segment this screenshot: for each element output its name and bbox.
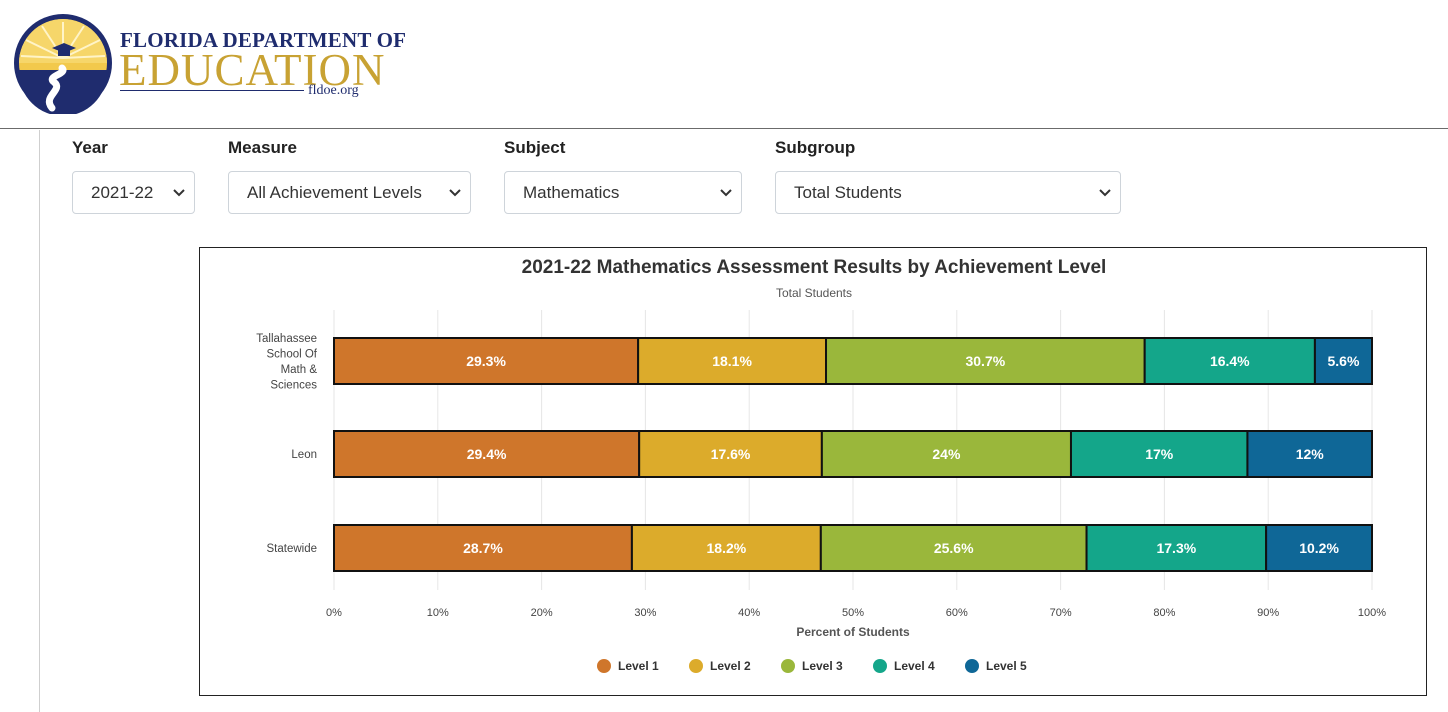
subject-select[interactable]: Mathematics bbox=[504, 171, 742, 214]
x-tick-label: 60% bbox=[946, 607, 968, 619]
fldoe-seal-icon bbox=[14, 14, 112, 114]
site-header: FLORIDA DEPARTMENT OF EDUCATION fldoe.or… bbox=[0, 0, 1448, 129]
chevron-down-icon bbox=[1099, 189, 1111, 197]
bar-segment[interactable] bbox=[819, 524, 1088, 572]
legend-marker[interactable] bbox=[781, 659, 795, 673]
legend-label[interactable]: Level 1 bbox=[618, 659, 659, 673]
subject-label: Subject bbox=[504, 138, 566, 157]
x-axis-label: Percent of Students bbox=[796, 625, 910, 639]
data-label: 29.4% bbox=[467, 446, 507, 462]
data-label: 24% bbox=[932, 446, 961, 462]
x-tick-label: 50% bbox=[842, 607, 864, 619]
data-label: 18.2% bbox=[707, 540, 747, 556]
bar-segment[interactable] bbox=[1246, 430, 1373, 478]
bar-segment[interactable] bbox=[1085, 524, 1268, 572]
data-label: 18.1% bbox=[712, 353, 752, 369]
content-left-rule bbox=[39, 130, 40, 712]
x-tick-label: 70% bbox=[1050, 607, 1072, 619]
y-category-label-line: Statewide bbox=[266, 543, 317, 555]
chart-title: 2021-22 Mathematics Assessment Results b… bbox=[521, 257, 1107, 278]
y-category-label-line: School Of bbox=[267, 348, 318, 360]
chart-subtitle: Total Students bbox=[775, 286, 853, 300]
legend-marker[interactable] bbox=[597, 659, 611, 673]
y-category-label-line: Math & bbox=[281, 364, 318, 376]
x-tick-label: 10% bbox=[427, 607, 449, 619]
data-label: 25.6% bbox=[934, 540, 974, 556]
data-label: 12% bbox=[1296, 446, 1325, 462]
x-tick-label: 20% bbox=[531, 607, 553, 619]
bar-segment[interactable] bbox=[637, 337, 828, 385]
y-category-label: Tallahassee School Of Math & Sciences bbox=[256, 333, 318, 392]
chevron-down-icon bbox=[720, 189, 732, 197]
legend-marker[interactable] bbox=[689, 659, 703, 673]
subgroup-select[interactable]: Total Students bbox=[775, 171, 1121, 214]
subgroup-label: Subgroup bbox=[775, 138, 856, 157]
bar-segment[interactable] bbox=[630, 524, 822, 572]
logo-education: EDUCATION bbox=[119, 45, 386, 95]
subject-select-value: Mathematics bbox=[523, 183, 620, 202]
x-tick-label: 40% bbox=[738, 607, 760, 619]
y-category-label-line: Leon bbox=[291, 449, 317, 461]
legend-label[interactable]: Level 2 bbox=[710, 659, 751, 673]
bar-segment[interactable] bbox=[825, 337, 1146, 385]
chart-container: 2021-22 Mathematics Assessment Results b… bbox=[199, 247, 1427, 696]
bar-segment[interactable] bbox=[1265, 524, 1374, 572]
bar-segment[interactable] bbox=[1143, 337, 1316, 385]
chevron-down-icon bbox=[173, 189, 185, 197]
data-label: 10.2% bbox=[1299, 540, 1339, 556]
data-label: 17.6% bbox=[711, 446, 751, 462]
data-label: 17.3% bbox=[1156, 540, 1196, 556]
bar-segment[interactable] bbox=[333, 337, 640, 385]
fldoe-logo[interactable]: FLORIDA DEPARTMENT OF EDUCATION fldoe.or… bbox=[12, 10, 406, 116]
y-category-label-line: Tallahassee bbox=[256, 333, 317, 345]
subgroup-select-value: Total Students bbox=[794, 183, 902, 202]
x-tick-label: 100% bbox=[1358, 607, 1386, 619]
y-category-label: Statewide bbox=[266, 543, 317, 555]
bar-segment[interactable] bbox=[1313, 337, 1374, 385]
bar-segment[interactable] bbox=[820, 430, 1072, 478]
year-select[interactable]: 2021-22 bbox=[72, 171, 195, 214]
data-label: 16.4% bbox=[1210, 353, 1250, 369]
chevron-down-icon bbox=[449, 189, 461, 197]
x-tick-label: 0% bbox=[326, 607, 342, 619]
x-tick-label: 30% bbox=[634, 607, 656, 619]
data-label: 17% bbox=[1145, 446, 1174, 462]
logo-url: fldoe.org bbox=[308, 83, 359, 98]
logo-divider bbox=[120, 90, 304, 91]
logo-title: FLORIDA DEPARTMENT OF bbox=[120, 28, 407, 52]
legend-marker[interactable] bbox=[965, 659, 979, 673]
legend-label[interactable]: Level 5 bbox=[986, 659, 1027, 673]
stacked-bar-chart: 0% 10% 20% 30% 40% 50% 60% 70% 80% 90% 100% Percent… bbox=[256, 310, 1386, 673]
year-label: Year bbox=[72, 138, 108, 157]
data-label: 30.7% bbox=[965, 353, 1005, 369]
bar-segment[interactable] bbox=[333, 524, 633, 572]
x-tick-label: 80% bbox=[1153, 607, 1175, 619]
measure-label: Measure bbox=[228, 138, 297, 157]
legend-label[interactable]: Level 4 bbox=[894, 659, 935, 673]
data-label: 29.3% bbox=[466, 353, 506, 369]
y-category-label-line: Sciences bbox=[270, 379, 317, 391]
y-category-label: Leon bbox=[291, 449, 317, 461]
data-label: 28.7% bbox=[463, 540, 503, 556]
data-label: 5.6% bbox=[1327, 353, 1359, 369]
measure-select[interactable]: All Achievement Levels bbox=[228, 171, 471, 214]
x-tick-label: 90% bbox=[1257, 607, 1279, 619]
legend-marker[interactable] bbox=[873, 659, 887, 673]
legend-label[interactable]: Level 3 bbox=[802, 659, 843, 673]
measure-select-value: All Achievement Levels bbox=[247, 183, 422, 202]
bar-segment[interactable] bbox=[333, 430, 641, 478]
year-select-value: 2021-22 bbox=[91, 183, 154, 202]
